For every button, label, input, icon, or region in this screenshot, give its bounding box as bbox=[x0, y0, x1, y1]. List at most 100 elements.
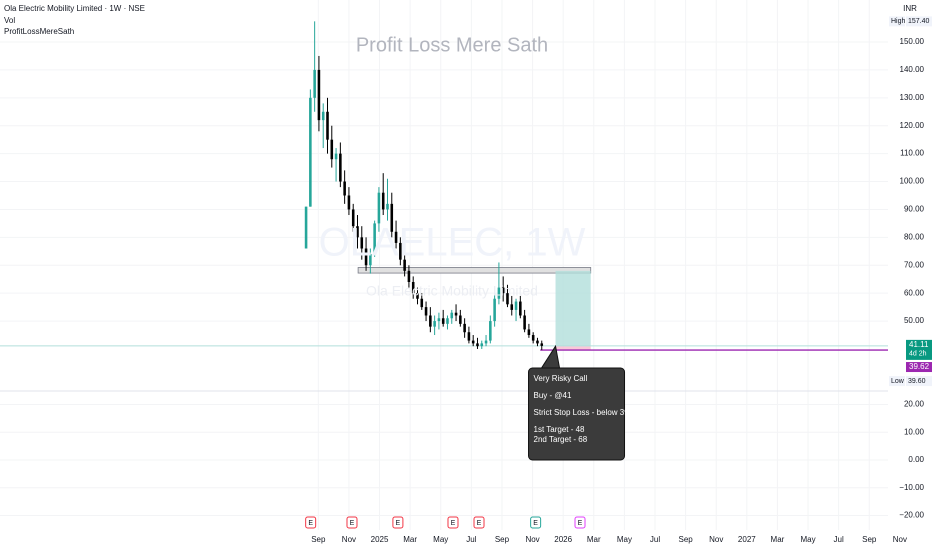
x-tick-label: May bbox=[433, 535, 448, 544]
event-label: E bbox=[533, 520, 538, 527]
candle-body bbox=[501, 287, 505, 294]
candle-body bbox=[347, 195, 351, 210]
x-tick-label: May bbox=[617, 535, 632, 544]
chart-title: Ola Electric Mobility Limited · 1W · NSE bbox=[4, 4, 145, 13]
candle-body bbox=[459, 315, 462, 324]
candle-body bbox=[407, 270, 411, 282]
high-tag bbox=[889, 16, 905, 27]
candle-body bbox=[476, 343, 479, 347]
stop-box bbox=[555, 346, 591, 351]
event-label: E bbox=[308, 520, 313, 527]
candle-body bbox=[313, 69, 316, 98]
candle-body bbox=[381, 192, 385, 210]
event-marker bbox=[305, 516, 317, 529]
y-tick-label: −20.00 bbox=[899, 511, 924, 520]
x-tick-label: Jul bbox=[650, 535, 660, 544]
event-marker bbox=[346, 516, 358, 529]
y-tick-label: 10.00 bbox=[904, 427, 925, 436]
candle-body bbox=[441, 318, 445, 324]
callout-text: 2nd Target - 68 bbox=[534, 435, 588, 444]
candle-body bbox=[467, 332, 471, 341]
x-tick-label: Jul bbox=[834, 535, 844, 544]
candle-body bbox=[433, 321, 436, 327]
candle-body bbox=[339, 153, 342, 182]
name-watermark: Ola Electric Mobility Limited bbox=[366, 283, 538, 299]
candle-body bbox=[463, 323, 466, 333]
candle-body bbox=[536, 340, 539, 344]
candle-body bbox=[510, 304, 514, 310]
x-tick-label: Nov bbox=[342, 535, 356, 544]
candle-body bbox=[343, 181, 346, 196]
candle-body bbox=[351, 209, 355, 227]
x-tick-label: May bbox=[800, 535, 815, 544]
currency: INR bbox=[903, 4, 917, 13]
candle-body bbox=[437, 318, 441, 322]
x-tick-label: Nov bbox=[525, 535, 539, 544]
y-tick-label: 120.00 bbox=[900, 121, 925, 130]
watermark: Profit Loss Mere Sath bbox=[356, 34, 548, 56]
candle-body bbox=[309, 97, 312, 207]
candle-body bbox=[326, 111, 329, 140]
candle-body bbox=[446, 318, 449, 324]
candle-body bbox=[471, 340, 475, 344]
event-marker bbox=[447, 516, 459, 529]
y-tick-label: 150.00 bbox=[900, 37, 925, 46]
high-name: High bbox=[891, 18, 906, 25]
x-tick-label: Nov bbox=[709, 535, 723, 544]
event-label: E bbox=[350, 520, 355, 527]
indicator-label: Vol bbox=[4, 16, 15, 25]
event-marker bbox=[530, 516, 542, 529]
event-marker bbox=[392, 516, 404, 529]
indicator-label: ProfitLossMereSath bbox=[4, 27, 74, 36]
y-tick-label: 20.00 bbox=[904, 400, 925, 409]
time-axis bbox=[0, 530, 932, 550]
candle-body bbox=[321, 111, 325, 121]
low-price-tag bbox=[906, 376, 932, 387]
y-tick-label: 130.00 bbox=[900, 93, 925, 102]
y-tick-label: 70.00 bbox=[904, 260, 925, 269]
y-tick-label: 110.00 bbox=[900, 149, 924, 158]
candle-body bbox=[411, 282, 415, 294]
x-tick-label: Sep bbox=[678, 535, 693, 544]
candle-body bbox=[540, 343, 544, 346]
candle-body bbox=[450, 312, 454, 319]
last-price: 41.11 bbox=[909, 340, 929, 349]
x-tick-label: Nov bbox=[893, 535, 907, 544]
x-tick-label: Sep bbox=[862, 535, 877, 544]
candle-body bbox=[429, 315, 432, 327]
y-tick-label: 50.00 bbox=[904, 316, 925, 325]
callout-box bbox=[528, 367, 626, 461]
candle-body bbox=[386, 203, 389, 210]
candle-body bbox=[390, 203, 394, 232]
candle-body bbox=[531, 335, 535, 341]
last-price-tag bbox=[906, 339, 932, 360]
candle-body bbox=[523, 315, 526, 330]
stop-price: 39.62 bbox=[909, 362, 930, 371]
x-tick-label: Mar bbox=[587, 535, 601, 544]
candle-body bbox=[519, 301, 522, 316]
callout-text: Buy - @41 bbox=[534, 391, 572, 400]
candle-body bbox=[403, 259, 406, 271]
x-tick-label: Sep bbox=[495, 535, 510, 544]
high-price: 157.40 bbox=[908, 18, 930, 25]
candle-body bbox=[420, 298, 424, 308]
candle-body bbox=[394, 231, 398, 243]
event-label: E bbox=[578, 520, 583, 527]
high-price-tag bbox=[906, 16, 932, 27]
candle-body bbox=[330, 139, 334, 160]
x-tick-label: Mar bbox=[771, 535, 785, 544]
symbol-watermark: OLAELEC, 1W bbox=[319, 221, 586, 265]
x-tick-label: 2026 bbox=[554, 535, 572, 544]
candle-body bbox=[480, 343, 484, 347]
candle-body bbox=[416, 293, 419, 299]
candle-body bbox=[334, 153, 338, 160]
candle-body bbox=[356, 226, 359, 238]
candle-body bbox=[484, 340, 488, 344]
candle-body bbox=[506, 293, 509, 305]
candle-body bbox=[369, 254, 372, 266]
candle-body bbox=[364, 248, 368, 266]
y-tick-label: 60.00 bbox=[904, 288, 925, 297]
price-axis bbox=[888, 0, 932, 550]
